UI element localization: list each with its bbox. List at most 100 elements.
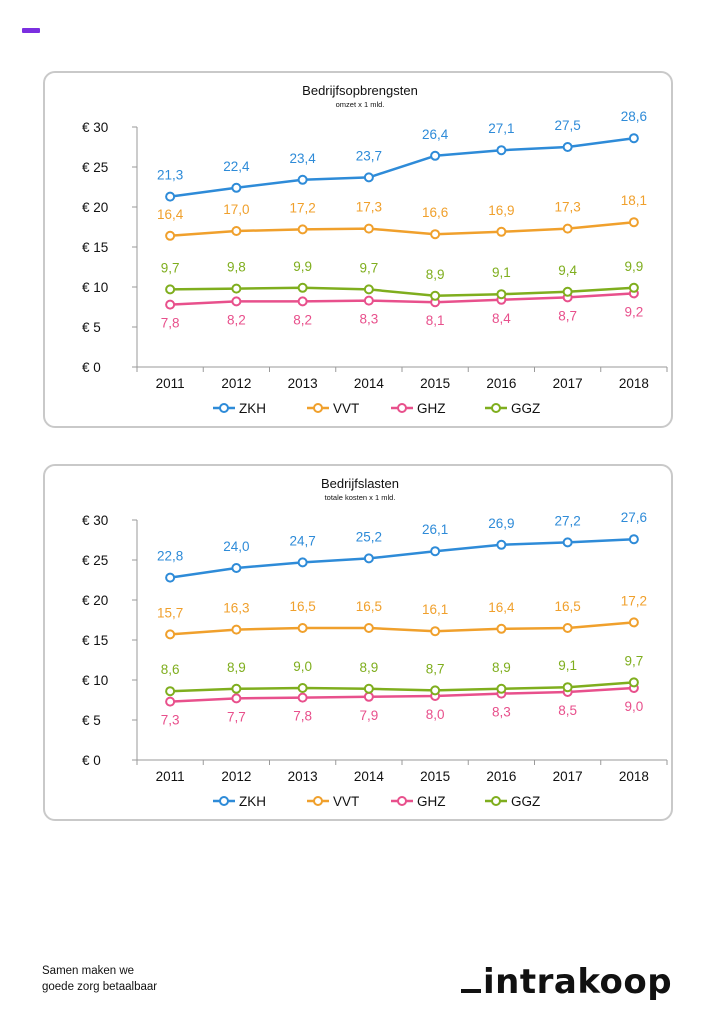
legend-marker-zkh: [219, 403, 229, 413]
data-label-zkh: 21,3: [157, 168, 183, 183]
data-label-zkh: 25,2: [356, 529, 382, 544]
data-point-ggz: [363, 284, 374, 295]
y-tick-label: € 30: [82, 513, 108, 528]
data-point-zkh: [496, 145, 507, 156]
y-tick-label: € 20: [82, 200, 108, 215]
data-label-zkh: 26,9: [488, 516, 514, 531]
x-tick-label: 2013: [288, 376, 318, 391]
series-line-ghz: [170, 292, 634, 306]
data-label-vvt: 15,7: [157, 605, 183, 620]
series-line-vvt: [170, 220, 634, 238]
data-label-ghz: 7,9: [359, 708, 378, 723]
data-point-ghz: [297, 296, 308, 307]
series-line-zkh: [169, 136, 635, 198]
data-point-zkh: [297, 557, 308, 568]
legend-marker-ghz: [397, 403, 407, 413]
chart-title: Bedrijfslasten: [321, 476, 399, 491]
data-point-zkh: [628, 534, 639, 545]
data-label-zkh: 28,6: [621, 109, 647, 124]
x-tick-label: 2011: [156, 376, 185, 391]
y-tick-label: € 0: [82, 753, 101, 768]
data-point-zkh: [165, 191, 176, 202]
data-point-vvt: [562, 623, 573, 633]
data-label-ggz: 9,4: [558, 263, 577, 278]
x-tick-label: 2014: [354, 769, 385, 784]
data-label-ggz: 9,7: [359, 260, 378, 275]
data-point-zkh: [430, 546, 441, 557]
data-label-ghz: 7,8: [161, 316, 180, 331]
y-tick-label: € 15: [82, 633, 108, 648]
data-label-ggz: 8,9: [426, 267, 445, 282]
x-tick-label: 2011: [156, 769, 185, 784]
y-tick-label: € 30: [82, 120, 108, 135]
data-point-ggz: [562, 286, 573, 297]
data-label-ghz: 7,7: [227, 709, 246, 724]
y-tick-label: € 25: [82, 160, 108, 175]
data-label-vvt: 16,4: [157, 207, 184, 222]
data-point-ghz: [231, 693, 242, 704]
data-point-ggz: [363, 683, 374, 694]
data-point-ggz: [231, 683, 242, 694]
data-label-ghz: 8,3: [359, 312, 378, 327]
data-point-ggz: [231, 283, 242, 294]
x-tick-label: 2015: [420, 769, 450, 784]
chart-svg: Bedrijfsopbrengsten omzet x 1 mld. € 0 € 5 €…: [82, 83, 668, 416]
data-label-zkh: 27,6: [621, 510, 647, 525]
chart-panel-bedrijfslasten: Bedrijfslasten totale kosten x 1 mld. € 0 €…: [43, 464, 673, 821]
data-label-zkh: 22,8: [157, 549, 183, 564]
data-point-ghz: [363, 691, 374, 702]
legend-label-vvt: VVT: [333, 401, 359, 416]
brand-logo: intrakoop: [461, 962, 672, 1002]
brand-name: intrakoop: [483, 962, 673, 1002]
data-label-ggz: 9,1: [492, 265, 511, 280]
data-label-vvt: 16,6: [422, 205, 448, 220]
data-label-ggz: 9,1: [558, 658, 577, 673]
data-point-vvt: [628, 217, 639, 228]
data-label-ghz: 8,1: [426, 313, 445, 328]
x-tick-label: 2018: [619, 376, 649, 391]
data-point-vvt: [363, 223, 374, 234]
data-label-ggz: 8,9: [359, 660, 378, 675]
data-label-vvt: 17,2: [621, 593, 647, 608]
data-point-ghz: [363, 295, 374, 306]
data-label-zkh: 23,7: [356, 148, 382, 163]
data-label-zkh: 26,4: [422, 127, 449, 142]
data-label-zkh: 23,4: [289, 151, 316, 166]
data-point-vvt: [430, 229, 441, 240]
legend-marker-zkh: [219, 796, 229, 806]
data-label-ggz: 8,6: [161, 662, 180, 677]
data-point-zkh: [430, 150, 441, 161]
series-line-zkh: [169, 537, 634, 579]
data-point-ggz: [297, 683, 308, 693]
legend-label-ghz: GHZ: [417, 401, 446, 416]
data-label-zkh: 26,1: [422, 522, 448, 537]
y-tick-label: € 10: [82, 280, 108, 295]
data-label-zkh: 24,0: [223, 539, 249, 554]
data-point-ggz: [628, 282, 639, 293]
data-point-zkh: [363, 553, 374, 564]
x-tick-label: 2016: [486, 769, 516, 784]
data-label-ghz: 7,8: [293, 709, 312, 724]
data-label-ggz: 8,7: [426, 661, 445, 676]
x-tick-label: 2017: [553, 376, 583, 391]
data-label-ghz: 9,2: [624, 304, 643, 319]
series-line-vvt: [170, 621, 634, 636]
data-point-ggz: [165, 284, 176, 295]
y-tick-label: € 25: [82, 553, 108, 568]
chart-panel-bedrijfsopbrengsten: Bedrijfsopbrengsten omzet x 1 mld. € 0 € 5 €…: [43, 71, 673, 428]
chart-svg: Bedrijfslasten totale kosten x 1 mld. € 0 €…: [82, 476, 668, 809]
accent-dash: [22, 28, 40, 33]
data-point-vvt: [165, 629, 176, 640]
data-label-ghz: 9,0: [624, 699, 643, 714]
data-label-vvt: 17,2: [289, 200, 315, 215]
data-label-vvt: 16,3: [223, 601, 249, 616]
legend-label-zkh: ZKH: [239, 401, 266, 416]
y-tick-label: € 5: [82, 713, 101, 728]
data-label-zkh: 27,1: [488, 121, 514, 136]
data-label-vvt: 17,3: [554, 200, 580, 215]
data-label-ggz: 9,7: [624, 653, 643, 668]
data-point-ggz: [430, 290, 441, 301]
logo-underscore-mark: [461, 989, 481, 993]
data-point-zkh: [628, 133, 639, 144]
x-tick-label: 2017: [553, 769, 583, 784]
